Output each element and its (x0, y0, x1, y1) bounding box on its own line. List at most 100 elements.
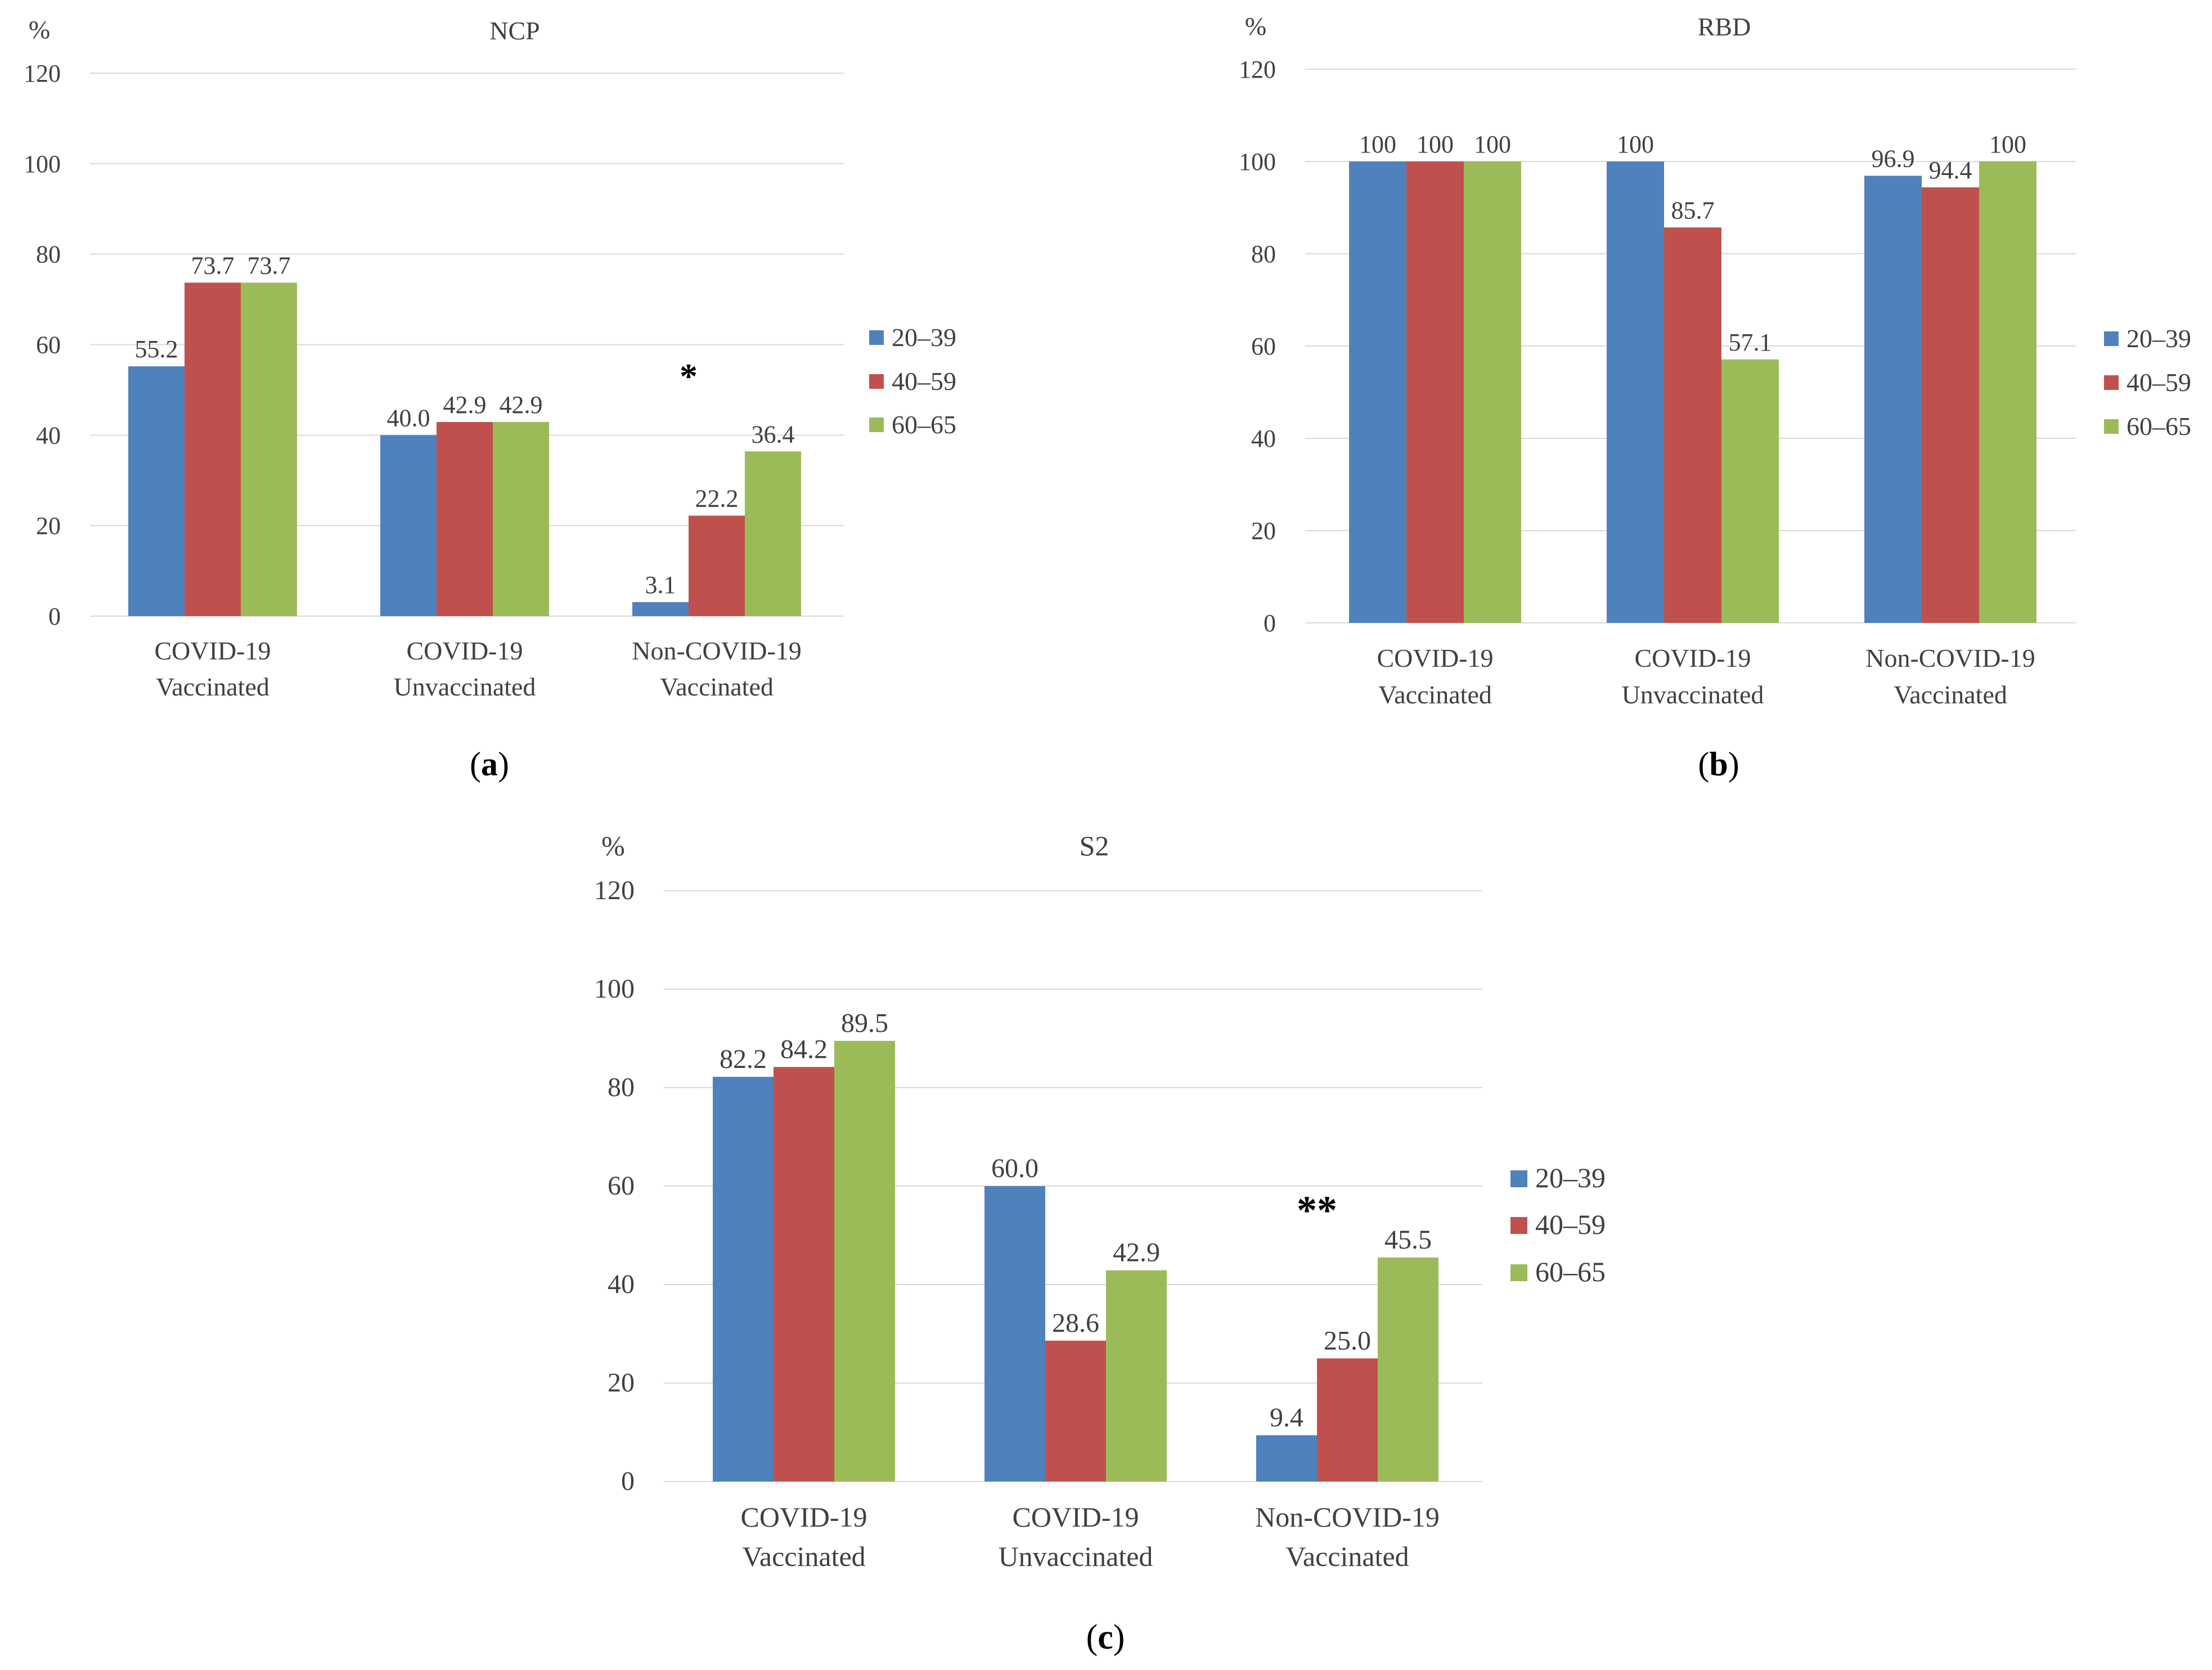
bar-value-label: 100 (1417, 131, 1454, 158)
category-label: Vaccinated (742, 1541, 865, 1572)
category-label: COVID-19 (1013, 1501, 1139, 1533)
y-tick-label: 20 (1251, 517, 1276, 545)
bar-value-label: 89.5 (841, 1008, 888, 1038)
y-axis-label: % (1245, 12, 1266, 41)
bar-value-label: 22.2 (695, 484, 739, 512)
chart-title: NCP (489, 16, 539, 45)
y-tick-label: 100 (1239, 148, 1276, 176)
bar (1378, 1257, 1438, 1482)
bar-value-label: 73.7 (191, 252, 235, 279)
y-tick-label: 0 (621, 1466, 635, 1496)
bar (1256, 1435, 1317, 1482)
bar-value-label: 100 (1359, 131, 1396, 158)
significance-marker: * (680, 356, 698, 396)
y-tick-label: 0 (1264, 609, 1276, 637)
y-tick-label: 80 (608, 1072, 635, 1102)
legend-swatch (1510, 1264, 1527, 1281)
category-label: COVID-19 (741, 1501, 867, 1533)
y-tick-label: 80 (1251, 240, 1276, 268)
bar (1664, 227, 1721, 623)
y-tick-label: 60 (608, 1171, 635, 1201)
bar (380, 435, 437, 616)
y-axis-label: % (601, 830, 625, 861)
bar (834, 1040, 895, 1482)
bar-value-label: 82.2 (720, 1044, 767, 1074)
bar-value-label: 60.0 (991, 1153, 1038, 1183)
category-label: Unvaccinated (394, 672, 536, 701)
legend-label: 40–59 (1535, 1209, 1606, 1240)
legend-swatch (869, 330, 884, 345)
category-label: Non-COVID-19 (1865, 644, 2035, 672)
bar (689, 515, 745, 616)
bar-value-label: 73.7 (248, 252, 291, 279)
bar (493, 422, 549, 616)
legend-swatch (2104, 331, 2119, 346)
bar-value-label: 42.9 (500, 391, 543, 419)
bar (1045, 1340, 1106, 1482)
bar-value-label: 42.9 (443, 391, 487, 419)
y-tick-label: 120 (594, 876, 635, 905)
bar (185, 282, 241, 616)
chart-title: RBD (1698, 12, 1751, 41)
bar-value-label: 45.5 (1384, 1225, 1432, 1255)
bar-value-label: 9.4 (1270, 1403, 1303, 1433)
bar (241, 282, 297, 616)
bar-value-label: 94.4 (1929, 156, 1972, 184)
chart-title: S2 (1080, 830, 1109, 861)
bar (632, 602, 689, 616)
y-tick-label: 0 (48, 603, 61, 630)
y-tick-label: 120 (1239, 56, 1276, 83)
legend-label: 60–65 (1535, 1256, 1606, 1287)
bar (984, 1186, 1045, 1482)
legend-label: 60–65 (2126, 412, 2191, 441)
legend-swatch (869, 374, 884, 389)
bar (1317, 1358, 1378, 1482)
bar-value-label: 42.9 (1113, 1238, 1160, 1268)
bar (1406, 161, 1464, 623)
legend-label: 20–39 (2126, 324, 2191, 353)
category-label: Vaccinated (1285, 1541, 1409, 1572)
bar (1922, 187, 1979, 623)
bar (1349, 161, 1406, 623)
bar (774, 1067, 834, 1482)
bar-value-label: 100 (1989, 131, 2026, 158)
category-label: Vaccinated (1894, 680, 2007, 709)
bar-value-label: 40.0 (387, 404, 430, 432)
bar (745, 451, 801, 616)
bar-value-label: 96.9 (1872, 145, 1915, 172)
legend-label: 40–59 (892, 367, 956, 396)
y-tick-label: 60 (36, 331, 61, 359)
chart-panel-a: NCP% 0 20 40 60 80 100 120 55.2 40.0 3.1 73.7 42.9 22… (24, 15, 956, 783)
category-label: Vaccinated (1378, 680, 1492, 709)
bar-value-label: 84.2 (780, 1034, 828, 1064)
category-label: Non-COVID-19 (1255, 1501, 1440, 1533)
legend-swatch (2104, 375, 2119, 390)
category-label: COVID-19 (407, 636, 523, 665)
bar (1464, 161, 1521, 623)
panel-label: (c) (1086, 1618, 1125, 1656)
bar-value-label: 100 (1474, 131, 1511, 158)
y-tick-label: 100 (594, 974, 635, 1004)
bar (437, 422, 493, 616)
y-tick-label: 40 (608, 1269, 635, 1299)
category-label: Unvaccinated (999, 1541, 1153, 1572)
legend-swatch (1510, 1170, 1527, 1187)
bar (713, 1076, 774, 1482)
bar-value-label: 57.1 (1729, 329, 1772, 356)
panel-label: (a) (470, 746, 509, 783)
category-label: Unvaccinated (1622, 680, 1764, 709)
category-label: Vaccinated (156, 672, 269, 701)
legend-swatch (2104, 419, 2119, 434)
bar-value-label: 100 (1617, 131, 1654, 158)
bar (1864, 176, 1922, 623)
legend-swatch (869, 418, 884, 432)
bar (1721, 359, 1779, 623)
category-label: Non-COVID-19 (632, 636, 802, 665)
bar (1979, 161, 2036, 623)
y-tick-label: 40 (36, 421, 61, 449)
legend-swatch (1510, 1217, 1527, 1234)
category-label: COVID-19 (1635, 644, 1751, 672)
bar-value-label: 25.0 (1324, 1326, 1371, 1355)
legend-label: 60–65 (892, 410, 956, 439)
